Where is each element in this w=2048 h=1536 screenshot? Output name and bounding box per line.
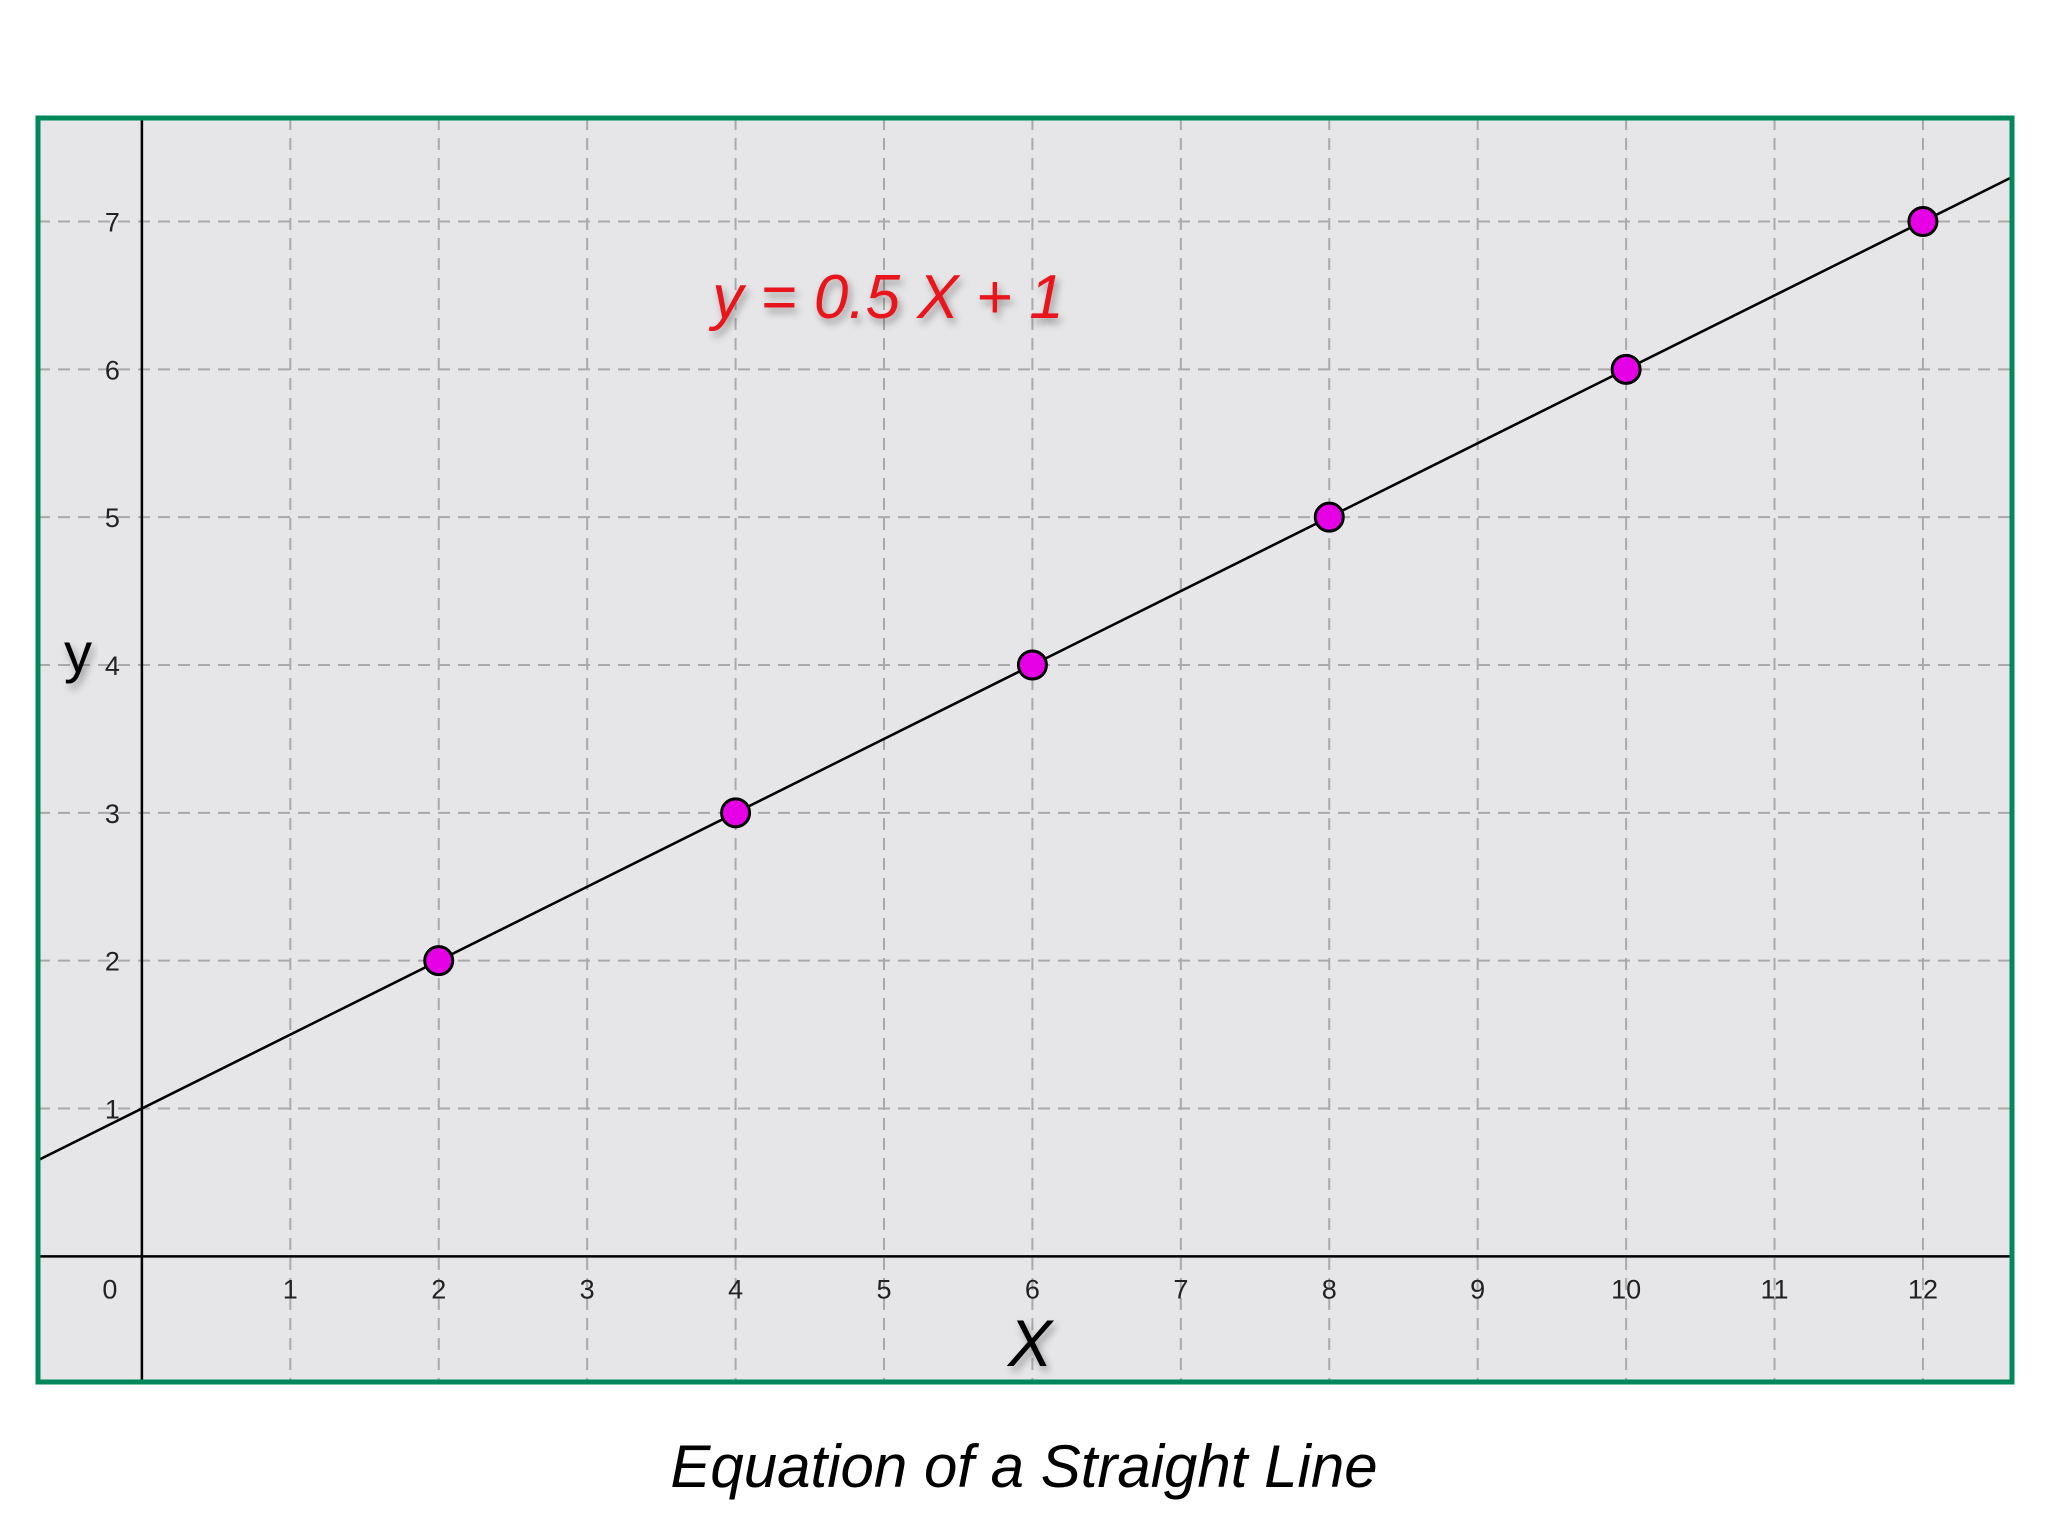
figure-caption: Equation of a Straight Line bbox=[670, 1433, 1378, 1500]
y-tick-label: 7 bbox=[105, 207, 120, 237]
x-tick-label: 3 bbox=[580, 1274, 595, 1304]
y-tick-label: 3 bbox=[105, 799, 120, 829]
x-tick-label: 12 bbox=[1908, 1274, 1938, 1304]
y-tick-label: 1 bbox=[105, 1095, 120, 1125]
equation-label: y = 0.5 X + 1 bbox=[708, 263, 1064, 332]
data-point bbox=[1610, 353, 1642, 385]
x-tick-label: 8 bbox=[1322, 1274, 1337, 1304]
data-points bbox=[423, 205, 1939, 977]
x-tick-label: 9 bbox=[1470, 1274, 1485, 1304]
x-tick-label: 5 bbox=[876, 1274, 891, 1304]
data-point bbox=[1907, 205, 1939, 237]
y-tick-label: 5 bbox=[105, 503, 120, 533]
y-axis-label: y bbox=[64, 621, 92, 684]
data-point bbox=[423, 945, 455, 977]
y-tick-label: 6 bbox=[105, 355, 120, 385]
x-tick-label: 11 bbox=[1761, 1274, 1789, 1304]
x-tick-label: 6 bbox=[1025, 1274, 1040, 1304]
chart-frame bbox=[35, 115, 2015, 1385]
y-tick-labels: 1 2 3 4 5 6 7 bbox=[105, 207, 120, 1124]
x-tick-label: 4 bbox=[728, 1274, 743, 1304]
data-point bbox=[1313, 501, 1345, 533]
x-tick-label: 0 bbox=[102, 1274, 117, 1304]
x-tick-label: 7 bbox=[1173, 1274, 1188, 1304]
x-tick-label: 2 bbox=[431, 1274, 446, 1304]
x-axis-label: X bbox=[1006, 1306, 1055, 1380]
x-tick-label: 10 bbox=[1611, 1274, 1641, 1304]
plot-background bbox=[38, 118, 2012, 1382]
y-tick-label: 2 bbox=[105, 947, 120, 977]
y-tick-label: 4 bbox=[105, 651, 120, 681]
data-point bbox=[720, 797, 752, 829]
grid bbox=[38, 118, 2012, 1382]
x-tick-labels: 0 1 2 3 4 5 6 7 8 9 10 11 12 bbox=[102, 1274, 1938, 1304]
x-tick-label: 1 bbox=[283, 1274, 298, 1304]
axes bbox=[38, 118, 2012, 1382]
data-point bbox=[1016, 649, 1048, 681]
